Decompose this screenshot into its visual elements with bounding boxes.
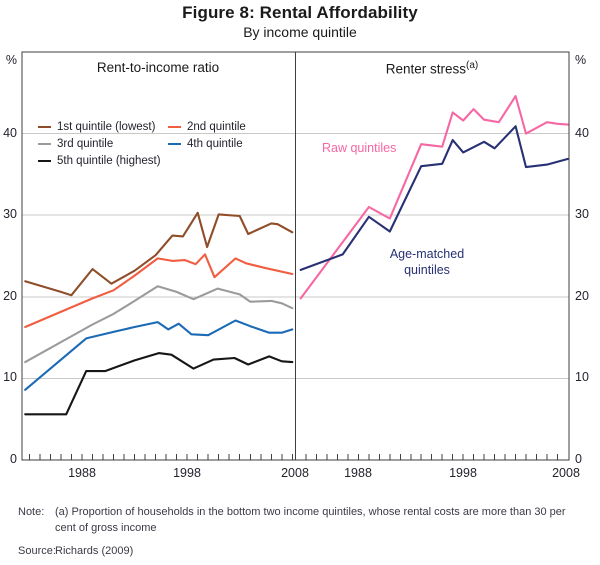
legend-label-3rd-quintile: 3rd quintile bbox=[57, 138, 114, 150]
figure-subtitle: By income quintile bbox=[243, 24, 357, 40]
y-tick-right-0: 0 bbox=[575, 452, 582, 466]
y-tick-left-20: 20 bbox=[3, 289, 17, 303]
legend-label-4th-quintile: 4th quintile bbox=[187, 138, 243, 150]
legend-label-1st-quintile: 1st quintile (lowest) bbox=[57, 121, 156, 133]
legend-item-3rd-quintile: 3rd quintile bbox=[38, 138, 113, 150]
series-line-3rd-quintile bbox=[24, 285, 294, 364]
age-matched-label-line1: Age-matched bbox=[389, 247, 465, 261]
legend-label-2nd-quintile: 2nd quintile bbox=[187, 121, 246, 133]
legend-swatch-1st-quintile bbox=[38, 126, 51, 128]
x-tick-left-1998: 1998 bbox=[173, 466, 201, 480]
series-line-4th-quintile bbox=[24, 319, 294, 391]
legend-label-5th-quintile: 5th quintile (highest) bbox=[57, 155, 161, 167]
legend-item-4th-quintile: 4th quintile bbox=[168, 138, 243, 150]
x-tick-left-2008: 2008 bbox=[281, 466, 309, 480]
y-tick-right-20: 20 bbox=[575, 289, 589, 303]
legend-item-2nd-quintile: 2nd quintile bbox=[168, 121, 246, 133]
left-panel-title-text: Rent-to-income ratio bbox=[96, 60, 220, 75]
x-tick-right-1998: 1998 bbox=[449, 466, 477, 480]
series-line-5th-quintile-highest bbox=[24, 352, 294, 416]
age-matched-label-line2: quintiles bbox=[404, 263, 450, 277]
figure-title: Figure 8: Rental Affordability bbox=[182, 3, 418, 22]
series-line-2nd-quintile bbox=[24, 253, 294, 329]
y-axis-unit-left: % bbox=[5, 53, 17, 67]
age-matched-quintiles-label: Age-matched quintiles bbox=[371, 246, 483, 278]
note: Note: (a) Proportion of households in th… bbox=[18, 505, 575, 537]
series-line-raw-quintiles bbox=[299, 95, 570, 300]
source-label: Source: bbox=[18, 545, 56, 557]
y-tick-left-30: 30 bbox=[3, 207, 17, 221]
legend-swatch-4th-quintile bbox=[168, 143, 181, 145]
note-label: Note: bbox=[18, 506, 45, 518]
right-panel-title-footnote-marker: (a) bbox=[466, 60, 479, 71]
note-text: (a) Proportion of households in the bott… bbox=[55, 506, 566, 534]
series-line-age-matched-quintiles bbox=[299, 125, 570, 271]
x-tick-left-1988: 1988 bbox=[68, 466, 96, 480]
x-tick-right-2008: 2008 bbox=[552, 466, 580, 480]
y-tick-left-40: 40 bbox=[3, 126, 17, 140]
legend-item-5th-quintile: 5th quintile (highest) bbox=[38, 155, 161, 167]
y-tick-left-10: 10 bbox=[3, 370, 17, 384]
source-text: Richards (2009) bbox=[55, 545, 134, 557]
legend-swatch-2nd-quintile bbox=[168, 126, 181, 128]
y-tick-left-0: 0 bbox=[10, 452, 17, 466]
right-panel-title: Renter stress(a) bbox=[332, 60, 532, 77]
y-tick-right-10: 10 bbox=[575, 370, 589, 384]
series-line-1st-quintile-lowest bbox=[24, 211, 294, 297]
legend-swatch-3rd-quintile bbox=[38, 143, 51, 145]
y-axis-unit-right: % bbox=[575, 53, 587, 67]
legend-swatch-5th-quintile bbox=[38, 160, 51, 162]
y-tick-right-40: 40 bbox=[575, 126, 589, 140]
y-tick-right-30: 30 bbox=[575, 207, 589, 221]
source: Source: Richards (2009) bbox=[18, 544, 575, 560]
raw-quintiles-label: Raw quintiles bbox=[322, 141, 397, 155]
left-panel-title: Rent-to-income ratio bbox=[58, 60, 258, 75]
right-panel-title-text: Renter stress bbox=[385, 61, 467, 77]
legend-item-1st-quintile: 1st quintile (lowest) bbox=[38, 121, 155, 133]
x-tick-right-1988: 1988 bbox=[344, 466, 372, 480]
